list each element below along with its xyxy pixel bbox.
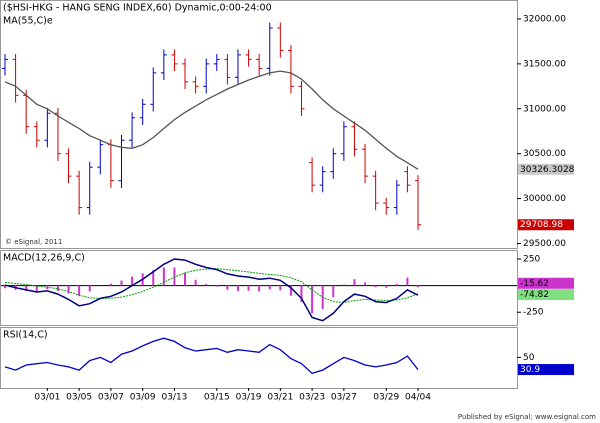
rsi-line xyxy=(4,337,419,375)
y-tick-label: 31500.00 xyxy=(523,59,566,69)
ma-value: 30326.3028 xyxy=(520,165,575,175)
x-tick-label: 03/01 xyxy=(34,393,60,403)
y-tick-label: 250 xyxy=(523,254,540,264)
x-tick-label: 03/27 xyxy=(331,393,357,403)
x-tick-label: 03/15 xyxy=(204,393,230,403)
ma-line xyxy=(4,70,419,170)
y-tick-label: -250 xyxy=(523,308,544,318)
x-tick-label: 03/21 xyxy=(267,393,293,403)
rsi-value-box xyxy=(518,364,574,376)
x-tick-label: 03/19 xyxy=(236,393,262,403)
x-tick-label: 03/29 xyxy=(373,393,399,403)
signal-value: -74.82 xyxy=(520,290,549,300)
close-value-box xyxy=(518,219,574,231)
copyright: © eSignal, 2011 xyxy=(5,238,62,246)
x-tick-label: 03/13 xyxy=(161,393,187,403)
rsi-title: RSI(14,C) xyxy=(3,330,48,341)
x-tick-label: 03/05 xyxy=(66,393,92,403)
rsi-value: 30.9 xyxy=(520,365,540,375)
histogram-value-box xyxy=(518,277,574,289)
macd-line xyxy=(4,258,419,322)
y-tick-label: 31000.00 xyxy=(523,104,566,114)
y-tick-label: 50 xyxy=(523,353,535,363)
x-tick-label: 03/09 xyxy=(130,393,156,403)
y-tick-label: 32000.00 xyxy=(523,14,566,24)
histogram-value: -15.62 xyxy=(520,279,549,289)
macd-panel xyxy=(0,250,518,326)
macd-title: MACD(12,26,9,C) xyxy=(3,253,85,264)
y-tick-label: 29500.00 xyxy=(523,239,566,249)
close-value: 29708.98 xyxy=(520,220,563,230)
ma-label: MA(55,C)e xyxy=(3,16,53,27)
ma-value-box xyxy=(518,163,574,175)
footer: Published by eSignal; www.esignal.com xyxy=(458,413,596,421)
x-tick-label: 03/07 xyxy=(98,393,124,403)
rsi-panel xyxy=(0,327,518,389)
chart-title: ($HSI-HKG - HANG SENG INDEX,60) Dynamic,… xyxy=(3,3,272,14)
x-tick-label: 03/23 xyxy=(299,393,325,403)
price-panel xyxy=(0,0,518,249)
y-tick-label: 30000.00 xyxy=(523,194,566,204)
y-tick-label: 30500.00 xyxy=(523,149,566,159)
signal-value-box xyxy=(518,289,574,301)
x-tick-label: 04/04 xyxy=(405,393,431,403)
